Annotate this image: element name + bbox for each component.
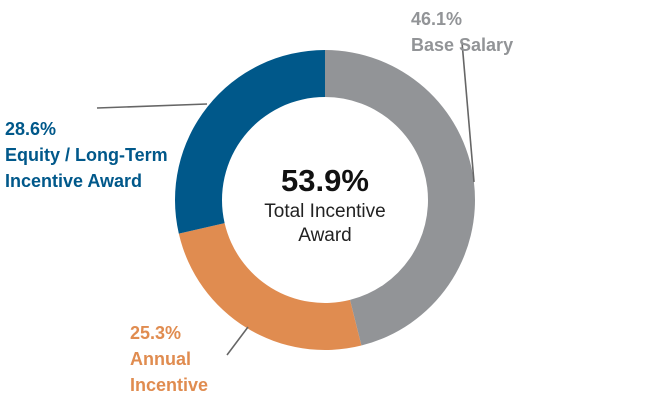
slice-base-salary — [325, 50, 475, 346]
leader-equity — [96, 103, 208, 109]
label-equity: 28.6% Equity / Long-Term Incentive Award — [5, 116, 168, 194]
label-annual-value: 25.3% — [130, 323, 182, 343]
label-equity-name-line1: Equity / Long-Term — [5, 145, 168, 165]
label-base-salary: 46.1% Base Salary — [411, 6, 513, 58]
label-annual-name-line2: Incentive — [130, 375, 209, 395]
label-equity-name-line2: Incentive Award — [5, 171, 143, 191]
label-base-salary-name: Base Salary — [411, 35, 514, 55]
label-base-salary-value: 46.1% — [411, 9, 463, 29]
label-annual-incentive: 25.3% Annual Incentive — [130, 320, 208, 398]
slice-equity-long-term-incentive-award — [175, 50, 325, 234]
center-value: 53.9% — [281, 163, 369, 198]
center-label-line2: Award — [298, 225, 352, 246]
leader-base-salary — [461, 41, 475, 183]
label-equity-value: 28.6% — [5, 119, 57, 139]
leader-annual-incentive — [226, 326, 249, 356]
label-annual-name-line1: Annual — [130, 349, 191, 369]
slice-annual-incentive — [178, 223, 362, 350]
donut-center-annotation: 53.9% Total Incentive Award — [225, 162, 425, 248]
center-label-line1: Total Incentive — [264, 201, 386, 222]
